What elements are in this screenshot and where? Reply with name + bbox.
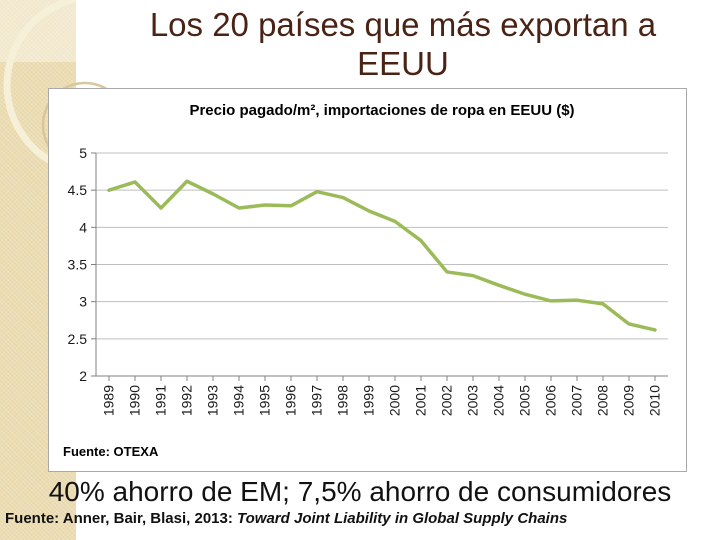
savings-note: 40% ahorro de EM; 7,5% ahorro de consumi…	[48, 476, 672, 507]
x-axis-label: 2010	[647, 385, 663, 416]
x-axis-label: 1991	[153, 385, 169, 416]
x-axis-label: 1999	[361, 385, 377, 416]
x-axis-label: 2009	[621, 385, 637, 416]
x-axis-label: 1997	[309, 385, 325, 416]
x-axis-label: 1993	[205, 385, 221, 416]
x-axis-label: 2001	[413, 385, 429, 416]
y-axis-label: 3	[79, 294, 87, 310]
y-axis-label: 2.5	[68, 331, 88, 347]
y-axis-label: 4.5	[68, 182, 88, 198]
x-axis-label: 2002	[439, 385, 455, 416]
x-axis-label: 1989	[101, 385, 117, 416]
x-axis-label: 1998	[335, 385, 351, 416]
y-axis-label: 2	[79, 368, 87, 384]
citation-prefix: Fuente: Anner, Bair, Blasi, 2013:	[5, 510, 238, 527]
x-axis-label: 2007	[569, 385, 585, 416]
slide-title: Los 20 países que más exportan a EEUU	[149, 6, 657, 82]
y-axis-label: 3.5	[68, 257, 88, 273]
x-axis-label: 2004	[491, 385, 507, 416]
x-axis-label: 1995	[257, 385, 273, 416]
chart-panel: 2 2.5 3 3.5 4 4.5 5 1989 1990 1991 1992 1993 1994 199…	[48, 88, 687, 472]
x-axis-label: 2005	[517, 385, 533, 416]
citation-line: Fuente: Anner, Bair, Blasi, 2013: Toward…	[5, 510, 717, 527]
x-axis-label: 1992	[179, 385, 195, 416]
citation-work-title: Toward Joint Liability in Global Supply …	[237, 510, 568, 527]
y-axis-label: 5	[79, 145, 87, 161]
x-axis-label: 1996	[283, 385, 299, 416]
x-axis-label: 2006	[543, 385, 559, 416]
chart-source-label: Fuente: OTEXA	[63, 444, 159, 459]
x-axis-label: 1994	[231, 385, 247, 416]
x-axis-label: 2003	[465, 385, 481, 416]
y-axis-label: 4	[79, 219, 87, 235]
x-axis-label: 2008	[595, 385, 611, 416]
line-chart: 2 2.5 3 3.5 4 4.5 5 1989 1990 1991 1992 1993 1994 199…	[68, 145, 668, 416]
x-axis-label: 2000	[387, 385, 403, 416]
price-series-line	[107, 179, 657, 332]
chart-title: Precio pagado/m², importaciones de ropa …	[189, 102, 575, 119]
x-axis-label: 1990	[127, 385, 143, 416]
cream-circle-icon	[3, 0, 76, 175]
